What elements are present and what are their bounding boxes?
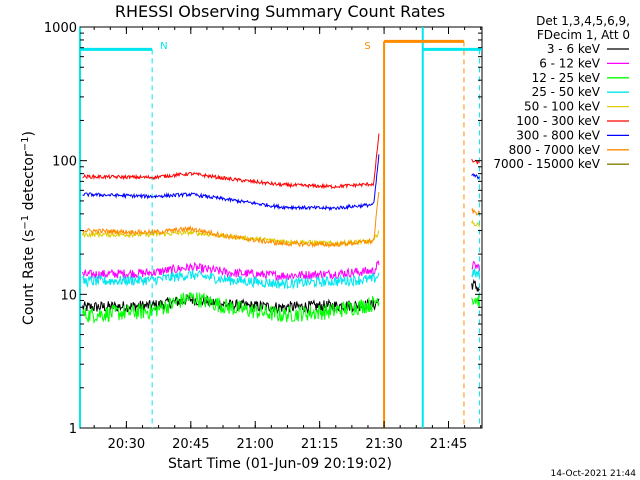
x-tick-label-0: 20:30 <box>108 437 145 452</box>
legend-label-8: 7000 - 15000 keV <box>493 157 600 171</box>
series-line-5-0 <box>82 133 380 190</box>
x-tick-label-2: 21:00 <box>236 437 273 452</box>
series-line-2-0 <box>82 292 380 325</box>
flag-label-n: N <box>160 41 167 52</box>
x-axis-label: Start Time (01-Jun-09 20:19:02) <box>168 456 392 472</box>
y-axis-label-sup1: −1 <box>20 215 31 230</box>
chart-title: RHESSI Observing Summary Count Rates <box>115 2 445 21</box>
y-tick-label-3: 1000 <box>44 21 77 36</box>
legend-label-5: 100 - 300 keV <box>516 114 600 128</box>
ticks-layer: 20:30 20:45 21:00 21:15 21:30 21:45 1 10 100 1000 <box>44 21 482 452</box>
legend: Det 1,3,4,5,6,9, FDecim 1, Att 0 3 - 6 k… <box>493 14 630 171</box>
y-tick-label-0: 1 <box>69 422 77 437</box>
y-tick-label-2: 100 <box>52 155 77 170</box>
x-tick-label-3: 21:15 <box>301 437 338 452</box>
series-line-1-1 <box>471 260 480 272</box>
legend-label-0: 3 - 6 keV <box>547 42 601 56</box>
y-axis-label: Count Rate (s−1 detector−1) <box>20 131 37 325</box>
x-tick-label-5: 21:45 <box>430 437 467 452</box>
legend-label-2: 12 - 25 keV <box>532 71 601 85</box>
legend-header-1: Det 1,3,4,5,6,9, <box>536 14 630 28</box>
x-tick-label-4: 21:30 <box>365 437 402 452</box>
series-line-6-0 <box>82 154 380 212</box>
series-line-3-0 <box>82 269 380 290</box>
series-line-1-0 <box>82 260 380 281</box>
y-axis-label-sup2: −1 <box>20 137 31 152</box>
plot-frame <box>79 26 483 429</box>
legend-label-6: 300 - 800 keV <box>516 128 600 142</box>
series-line-0-1 <box>471 278 480 292</box>
x-tick-label-1: 20:45 <box>172 437 209 452</box>
series-line-6-1 <box>471 173 480 180</box>
series-line-2-1 <box>471 294 480 308</box>
legend-label-3: 25 - 50 keV <box>532 85 601 99</box>
legend-header-2: FDecim 1, Att 0 <box>537 28 630 42</box>
y-axis-label-base: Count Rate (s <box>21 230 37 325</box>
series-line-5-1 <box>471 158 480 165</box>
series-layer <box>82 133 480 325</box>
series-line-7-0 <box>82 192 380 249</box>
flag-label-s: S <box>364 41 370 52</box>
y-tick-label-1: 10 <box>60 288 77 303</box>
footer-timestamp: 14-Oct-2021 21:44 <box>551 469 637 479</box>
legend-label-1: 6 - 12 keV <box>539 56 601 70</box>
y-axis-label-end: ) <box>21 131 37 136</box>
series-line-4-1 <box>471 219 480 228</box>
series-line-3-1 <box>471 268 480 278</box>
y-axis-label-mid: detector <box>21 151 37 215</box>
legend-label-7: 800 - 7000 keV <box>509 143 601 157</box>
legend-label-4: 50 - 100 keV <box>524 100 601 114</box>
